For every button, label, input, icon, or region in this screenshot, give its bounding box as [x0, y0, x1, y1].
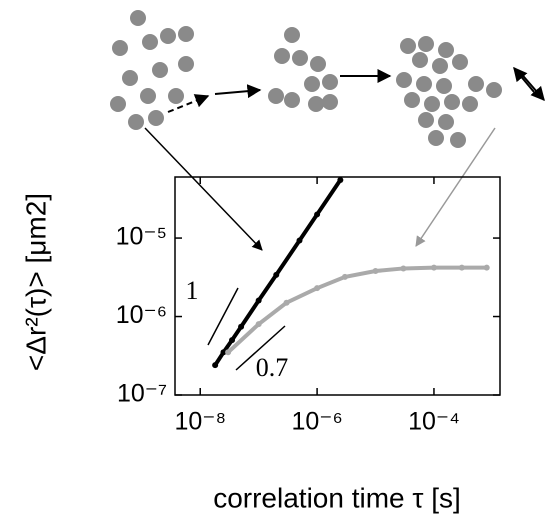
data-point [483, 264, 490, 271]
data-point [372, 268, 379, 275]
data-point [220, 349, 227, 356]
data-point [225, 349, 232, 356]
y-tick-label: 10⁻⁷ [117, 380, 167, 408]
data-point [430, 264, 437, 271]
data-point [255, 297, 262, 304]
data-point [283, 299, 290, 306]
slope-guide [207, 287, 239, 346]
data-point [212, 362, 219, 369]
y-tick-label: 10⁻⁵ [116, 223, 167, 251]
slope-label: 1 [186, 276, 199, 305]
data-line [226, 265, 487, 354]
data-point [273, 271, 280, 278]
data-point [458, 264, 465, 271]
data-point [314, 285, 321, 292]
data-point [341, 273, 348, 280]
x-tick-label: 10⁻⁸ [174, 408, 226, 436]
plot-frame [174, 176, 501, 396]
x-axis-label: correlation time τ [s] [213, 482, 461, 513]
data-point [314, 211, 321, 218]
cluster-illustrations [110, 10, 545, 251]
data-point [337, 176, 344, 183]
data-point [229, 337, 236, 344]
data-point [400, 265, 407, 272]
y-tick-label: 10⁻⁶ [116, 301, 167, 329]
data-point [296, 237, 303, 244]
x-tick-label: 10⁻⁴ [408, 408, 460, 436]
data-point [255, 321, 262, 328]
slope-label: 0.7 [256, 353, 289, 382]
slope-guide [235, 325, 286, 371]
y-axis-label: <Δr²(τ)> [μm2] [20, 193, 51, 371]
data-point [238, 323, 245, 330]
x-tick-label: 10⁻⁶ [291, 408, 342, 436]
